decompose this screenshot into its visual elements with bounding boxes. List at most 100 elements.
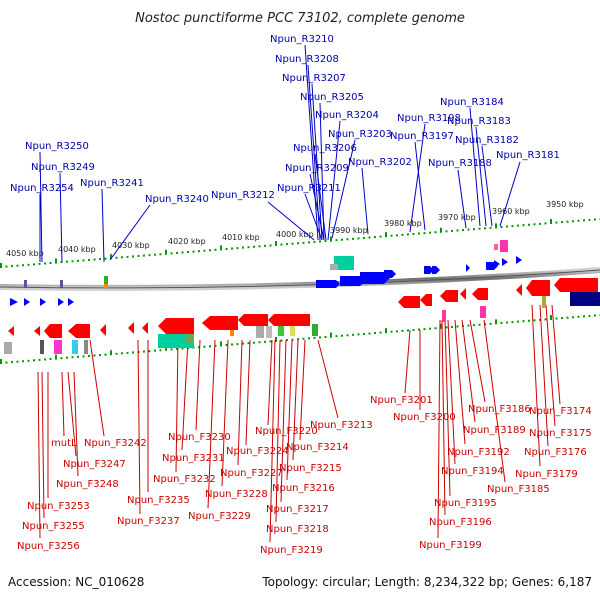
gene-label[interactable]: Npun_F3194 xyxy=(441,466,504,477)
gene-label[interactable]: Npun_F3195 xyxy=(434,498,497,509)
gene-label[interactable]: Npun_F3219 xyxy=(260,545,323,556)
gene-label[interactable]: Npun_R3202 xyxy=(348,157,412,168)
gene-label[interactable]: Npun_F3217 xyxy=(266,504,329,515)
gene-label[interactable]: Npun_R3210 xyxy=(270,34,334,45)
gene-label[interactable]: Npun_F3253 xyxy=(27,501,90,512)
gene-arrow[interactable] xyxy=(24,298,30,306)
gene-label[interactable]: Npun_F3242 xyxy=(84,438,147,449)
gene-label[interactable]: Npun_R3188 xyxy=(428,158,492,169)
gene-label[interactable]: Npun_F3232 xyxy=(153,474,216,485)
gene-label[interactable]: Npun_R3198 xyxy=(397,113,461,124)
gene-label[interactable]: Npun_F3175 xyxy=(529,428,592,439)
gene-arrow[interactable] xyxy=(526,280,550,296)
gene-label[interactable]: Npun_R3197 xyxy=(390,131,454,142)
gene-label[interactable]: Npun_F3196 xyxy=(429,517,492,528)
gene-arrow[interactable] xyxy=(420,294,432,306)
gene-label[interactable]: Npun_F3176 xyxy=(524,447,587,458)
gene-label[interactable]: Npun_F3174 xyxy=(529,406,592,417)
gene-arrow[interactable] xyxy=(268,314,310,326)
gene-label[interactable]: Npun_F3201 xyxy=(370,395,433,406)
gene-label[interactable]: Npun_F3179 xyxy=(515,469,578,480)
gene-arrow[interactable] xyxy=(472,288,488,300)
gene-arrow[interactable] xyxy=(494,260,500,268)
gene-label[interactable]: Npun_R3183 xyxy=(447,116,511,127)
gene-arrow[interactable] xyxy=(158,318,194,334)
leader-line xyxy=(437,319,441,539)
gene-arrow[interactable] xyxy=(44,324,62,338)
feature-block xyxy=(278,326,284,336)
gene-arrow[interactable] xyxy=(238,314,268,326)
gene-label[interactable]: Npun_F3230 xyxy=(168,432,231,443)
gene-label[interactable]: Npun_F3189 xyxy=(463,425,526,436)
gene-label[interactable]: Npun_F3256 xyxy=(17,541,80,552)
gene-arrow[interactable] xyxy=(8,326,14,336)
gene-label[interactable]: Npun_F3220 xyxy=(255,426,318,437)
gene-block[interactable] xyxy=(570,292,600,306)
gene-label[interactable]: Npun_R3203 xyxy=(328,129,392,140)
gene-arrow[interactable] xyxy=(554,278,598,292)
gene-arrow[interactable] xyxy=(316,280,340,288)
gene-label[interactable]: Npun_F3213 xyxy=(310,420,373,431)
gene-label[interactable]: Npun_F3231 xyxy=(162,453,225,464)
gene-label[interactable]: Npun_R3205 xyxy=(300,92,364,103)
gene-arrow[interactable] xyxy=(502,258,508,266)
gene-label[interactable]: Npun_R3240 xyxy=(145,194,209,205)
gene-label[interactable]: Npun_F3229 xyxy=(188,511,251,522)
gene-arrow[interactable] xyxy=(516,256,522,264)
gene-label[interactable]: Npun_F3228 xyxy=(205,489,268,500)
gene-label[interactable]: Npun_F3235 xyxy=(127,495,190,506)
gene-arrow[interactable] xyxy=(68,298,74,306)
gene-arrow[interactable] xyxy=(360,272,390,284)
gene-arrow[interactable] xyxy=(340,276,366,286)
gene-label[interactable]: Npun_F3248 xyxy=(56,479,119,490)
gene-label[interactable]: Npun_F3247 xyxy=(63,459,126,470)
gene-arrow[interactable] xyxy=(100,324,106,336)
gene-label[interactable]: Npun_F3200 xyxy=(393,412,456,423)
gene-label[interactable]: Npun_R3254 xyxy=(10,183,74,194)
gene-label[interactable]: Npun_F3215 xyxy=(279,463,342,474)
gene-label[interactable]: Npun_F3185 xyxy=(487,484,550,495)
gene-label[interactable]: Npun_F3192 xyxy=(447,447,510,458)
gene-arrow[interactable] xyxy=(202,316,238,330)
gene-arrow[interactable] xyxy=(424,266,434,274)
gene-arrow[interactable] xyxy=(58,298,64,306)
gene-arrow[interactable] xyxy=(384,270,396,278)
gene-label[interactable]: Npun_R3211 xyxy=(277,183,341,194)
gene-arrow[interactable] xyxy=(34,326,40,336)
gene-arrow[interactable] xyxy=(432,266,440,274)
gene-label[interactable]: Npun_R3206 xyxy=(293,143,357,154)
gene-label[interactable]: Npun_R3184 xyxy=(440,97,504,108)
gene-label[interactable]: Npun_R3207 xyxy=(282,73,346,84)
gene-label[interactable]: Npun_F3227 xyxy=(220,468,283,479)
gene-label[interactable]: Npun_F3216 xyxy=(272,483,335,494)
gene-arrow[interactable] xyxy=(398,296,420,308)
gene-arrow[interactable] xyxy=(128,322,134,334)
gene-label[interactable]: Npun_F3186 xyxy=(468,404,531,415)
gene-arrow[interactable] xyxy=(40,298,46,306)
gene-label[interactable]: Npun_R3212 xyxy=(211,190,275,201)
gene-arrow[interactable] xyxy=(440,290,458,302)
gene-label[interactable]: Npun_F3224 xyxy=(226,446,289,457)
gene-arrow[interactable] xyxy=(466,264,470,272)
gene-label[interactable]: Npun_R3209 xyxy=(285,163,349,174)
gene-label[interactable]: Npun_R3241 xyxy=(80,178,144,189)
gene-label[interactable]: mutL xyxy=(51,438,77,449)
gene-arrow[interactable] xyxy=(142,322,148,334)
gene-label[interactable]: Npun_F3199 xyxy=(419,540,482,551)
scale-dot xyxy=(478,227,481,230)
gene-arrow[interactable] xyxy=(516,284,522,296)
gene-label[interactable]: Npun_R3204 xyxy=(315,110,379,121)
gene-label[interactable]: Npun_R3208 xyxy=(275,54,339,65)
gene-label[interactable]: Npun_F3237 xyxy=(117,516,180,527)
gene-label[interactable]: Npun_F3255 xyxy=(22,521,85,532)
gene-arrow[interactable] xyxy=(10,298,18,306)
gene-label[interactable]: Npun_F3214 xyxy=(286,442,349,453)
feature-block xyxy=(104,284,108,288)
gene-label[interactable]: Npun_R3182 xyxy=(455,135,519,146)
gene-label[interactable]: Npun_R3250 xyxy=(25,141,89,152)
gene-arrow[interactable] xyxy=(68,324,90,338)
gene-label[interactable]: Npun_R3249 xyxy=(31,162,95,173)
gene-arrow[interactable] xyxy=(460,288,466,300)
gene-label[interactable]: Npun_F3218 xyxy=(266,524,329,535)
gene-label[interactable]: Npun_R3181 xyxy=(496,150,560,161)
